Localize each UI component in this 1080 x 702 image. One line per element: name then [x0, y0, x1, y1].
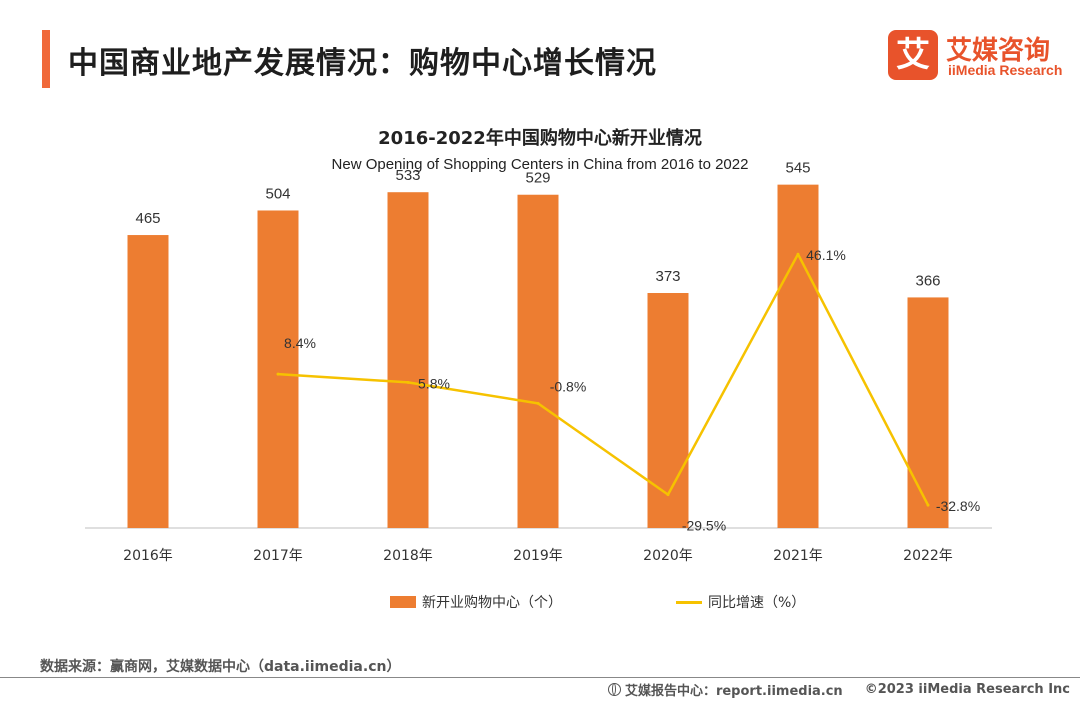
bar-value-label-5: 545 [785, 160, 810, 177]
logo-name-en: iiMedia Research [948, 62, 1063, 78]
legend-bar-swatch [390, 596, 416, 608]
bar-value-label-4: 373 [655, 268, 680, 285]
legend-item-line: 同比增速（%） [676, 592, 805, 612]
growth-value-label-1: 8.4% [284, 335, 316, 351]
growth-value-label-5: 46.1% [806, 247, 846, 263]
bar-1 [257, 210, 299, 529]
growth-point-4 [666, 493, 670, 497]
bar-4 [647, 293, 689, 528]
globe-icon [607, 683, 621, 696]
x-tick-label-6: 2022年 [903, 548, 953, 564]
x-tick-label-1: 2017年 [253, 548, 303, 564]
brand-logo: 艾 艾媒咨询 iiMedia Research [888, 28, 1068, 84]
legend-label-bars: 新开业购物中心（个） [422, 595, 562, 611]
bar-value-label-0: 465 [135, 210, 160, 227]
bar-0 [127, 235, 169, 529]
chart-legend: 新开业购物中心（个） 同比增速（%） [0, 592, 1080, 616]
title-accent-bar [42, 30, 50, 88]
x-tick-label-2: 2018年 [383, 548, 433, 564]
bar-3 [517, 194, 559, 529]
chart-title: 2016-2022年中国购物中心新开业情况 [378, 128, 702, 149]
legend-label-line: 同比增速（%） [708, 595, 806, 611]
growth-rate-line [277, 252, 930, 506]
growth-value-label-3: -0.8% [550, 378, 587, 394]
growth-value-label-4: -29.5% [682, 518, 726, 534]
bar-2 [387, 192, 429, 528]
x-tick-label-4: 2020年 [643, 548, 693, 564]
footer-credits: 艾媒报告中心：report.iimedia.cn ©2023 iiMedia R… [607, 680, 1070, 699]
growth-point-1 [276, 372, 280, 376]
bar-value-label-1: 504 [265, 185, 290, 202]
growth-point-2 [406, 380, 410, 384]
growth-point-5 [796, 252, 800, 256]
x-tick-label-5: 2021年 [773, 548, 823, 564]
copyright-text: ©2023 iiMedia Research Inc [864, 682, 1070, 697]
bar-5 [777, 184, 819, 528]
bar-6 [907, 297, 949, 528]
chart-subtitle: New Opening of Shopping Centers in China… [331, 156, 749, 173]
bar-value-label-2: 533 [395, 167, 420, 184]
x-tick-label-0: 2016年 [123, 548, 173, 564]
logo-icon: 艾 [888, 30, 938, 80]
legend-line-swatch [676, 600, 702, 604]
bar-value-label-3: 529 [525, 170, 550, 187]
logo-name-cn: 艾媒咨询 [946, 36, 1051, 66]
growth-point-3 [536, 401, 540, 405]
bar-value-label-6: 366 [915, 272, 940, 289]
growth-value-label-2: 5.8% [418, 375, 450, 391]
legend-item-bars: 新开业购物中心（个） [390, 592, 562, 612]
report-center-link[interactable]: 艾媒报告中心：report.iimedia.cn [624, 684, 843, 699]
page-title: 中国商业地产发展情况：购物中心增长情况 [68, 46, 657, 81]
footer-divider [0, 677, 1080, 678]
x-tick-label-3: 2019年 [513, 548, 563, 564]
data-source: 数据来源：赢商网，艾媒数据中心（data.iimedia.cn） [40, 659, 401, 675]
growth-point-6 [926, 503, 930, 507]
growth-value-label-6: -32.8% [936, 498, 980, 514]
